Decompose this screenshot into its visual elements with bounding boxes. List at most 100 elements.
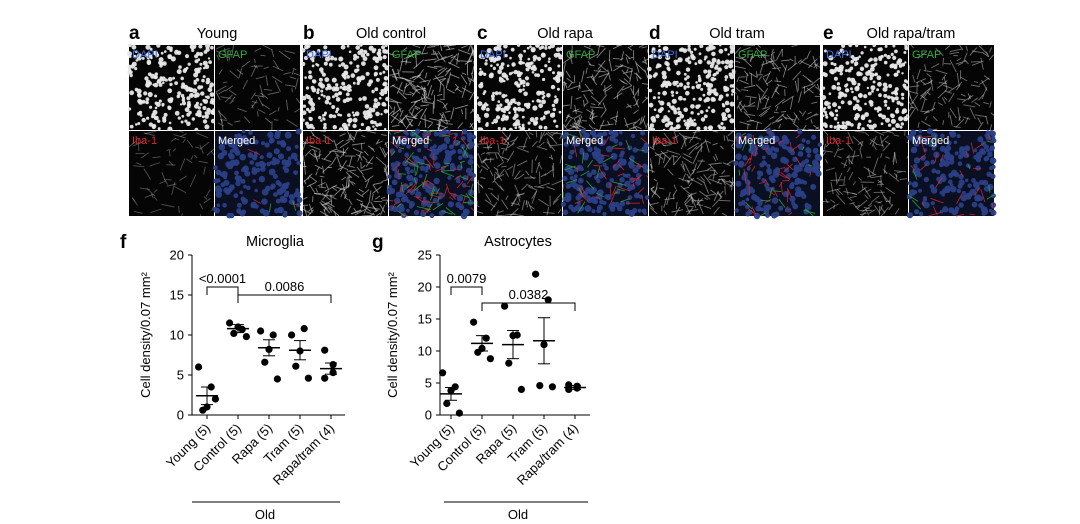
data-point xyxy=(474,348,482,356)
merged-tile: Merged xyxy=(213,128,303,219)
micrograph-panel-c: c Old rapa DAPI GFAP Iba-1 Merged xyxy=(475,23,650,217)
gfap-tile: GFAP xyxy=(562,44,649,131)
micrograph-panel-b: b Old control DAPI GFAP Iba-1 Merged xyxy=(301,23,477,220)
dapi-tile: DAPI xyxy=(821,42,910,132)
data-point xyxy=(199,406,207,414)
data-point xyxy=(195,363,203,371)
panel-title: Old tram xyxy=(709,26,765,42)
y-axis-label: Cell density/0.07 mm² xyxy=(138,271,153,397)
panel-title: Old control xyxy=(356,26,426,42)
iba1-tile: Iba-1 xyxy=(476,130,563,217)
merged-label: Merged xyxy=(392,135,429,147)
p-value-label: <0.0001 xyxy=(199,271,246,286)
old-group-label: Old xyxy=(255,507,275,522)
data-point xyxy=(230,329,238,337)
dapi-label: DAPI xyxy=(826,49,852,61)
iba1-tile: Iba-1 xyxy=(302,130,389,217)
chart-letter: f xyxy=(120,232,127,253)
data-point xyxy=(261,358,269,366)
y-tick-label: 10 xyxy=(418,344,432,359)
p-value-label: 0.0086 xyxy=(265,279,305,294)
iba1-label: Iba-1 xyxy=(132,135,157,147)
y-tick-label: 5 xyxy=(177,368,184,383)
iba1-tile: Iba-1 xyxy=(822,130,909,217)
dapi-tile: DAPI xyxy=(301,43,390,133)
iba1-tile: Iba-1 xyxy=(648,130,735,217)
merged-label: Merged xyxy=(912,135,949,147)
significance-bracket xyxy=(237,294,332,303)
micrograph-panels: a Young DAPI GFAP Iba-1 Merged b Old control DAP… xyxy=(126,23,997,220)
merged-label: Merged xyxy=(566,135,603,147)
dapi-tile: DAPI xyxy=(126,43,216,132)
data-point xyxy=(211,395,219,403)
panel-title: Young xyxy=(197,26,238,42)
chart-title: Astrocytes xyxy=(484,234,552,250)
micrograph-panel-a: a Young DAPI GFAP Iba-1 Merged xyxy=(126,23,303,219)
y-tick-label: 20 xyxy=(170,248,184,263)
gfap-tile: GFAP xyxy=(215,44,301,131)
significance-bracket xyxy=(206,286,239,295)
panel-letter: c xyxy=(477,23,488,44)
merged-label: Merged xyxy=(218,135,255,147)
y-axis-label: Cell density/0.07 mm² xyxy=(385,271,400,397)
panel-title: Old rapa xyxy=(537,26,594,42)
significance-bracket xyxy=(481,302,576,311)
iba1-label: Iba-1 xyxy=(826,135,851,147)
data-point xyxy=(482,334,490,342)
iba1-label: Iba-1 xyxy=(306,135,331,147)
dapi-label: DAPI xyxy=(132,49,158,61)
data-point xyxy=(292,362,300,370)
data-point xyxy=(288,331,296,339)
iba1-label: Iba-1 xyxy=(652,135,677,147)
data-point xyxy=(242,333,250,341)
data-point xyxy=(257,327,265,335)
dapi-tile: DAPI xyxy=(475,43,564,133)
dapi-label: DAPI xyxy=(652,49,678,61)
gfap-label: GFAP xyxy=(912,49,941,61)
dapi-tile: DAPI xyxy=(647,43,737,133)
gfap-tile: GFAP xyxy=(908,44,995,131)
significance-bracket xyxy=(450,286,483,295)
y-tick-label: 25 xyxy=(418,248,432,263)
gfap-label: GFAP xyxy=(566,49,595,61)
panel-letter: e xyxy=(823,23,834,44)
old-group-label: Old xyxy=(508,507,528,522)
data-point xyxy=(321,374,329,382)
y-tick-label: 5 xyxy=(425,376,432,391)
data-point xyxy=(269,331,277,339)
merged-tile: Merged xyxy=(560,128,650,217)
data-point xyxy=(486,355,494,363)
chart-title: Microglia xyxy=(246,234,305,250)
gfap-label: GFAP xyxy=(392,49,421,61)
data-point xyxy=(517,385,526,393)
merged-tile: Merged xyxy=(386,128,477,220)
gfap-label: GFAP xyxy=(738,49,767,61)
micrograph-panel-e: e Old rapa/tram DAPI GFAP Iba-1 Merged xyxy=(821,23,997,219)
panel-title: Old rapa/tram xyxy=(867,26,956,42)
data-point xyxy=(439,369,447,377)
data-point xyxy=(532,270,540,278)
iba1-tile: Iba-1 xyxy=(128,130,215,217)
merged-tile: Merged xyxy=(906,128,997,219)
p-value-label: 0.0382 xyxy=(509,287,549,302)
chart-letter: g xyxy=(372,232,384,253)
y-tick-label: 20 xyxy=(418,280,432,295)
data-point xyxy=(505,359,513,367)
iba1-label: Iba-1 xyxy=(480,135,505,147)
gfap-tile: GFAP xyxy=(388,44,475,131)
panel-letter: d xyxy=(649,23,661,44)
panel-letter: b xyxy=(303,23,315,44)
data-point xyxy=(536,382,544,390)
y-tick-label: 10 xyxy=(170,328,184,343)
data-point xyxy=(501,302,509,310)
data-point xyxy=(304,374,312,382)
data-point xyxy=(455,409,463,417)
panel-letter: a xyxy=(129,23,140,44)
data-point xyxy=(273,375,281,383)
merged-label: Merged xyxy=(738,135,775,147)
y-tick-label: 15 xyxy=(418,312,432,327)
data-point xyxy=(226,319,234,327)
